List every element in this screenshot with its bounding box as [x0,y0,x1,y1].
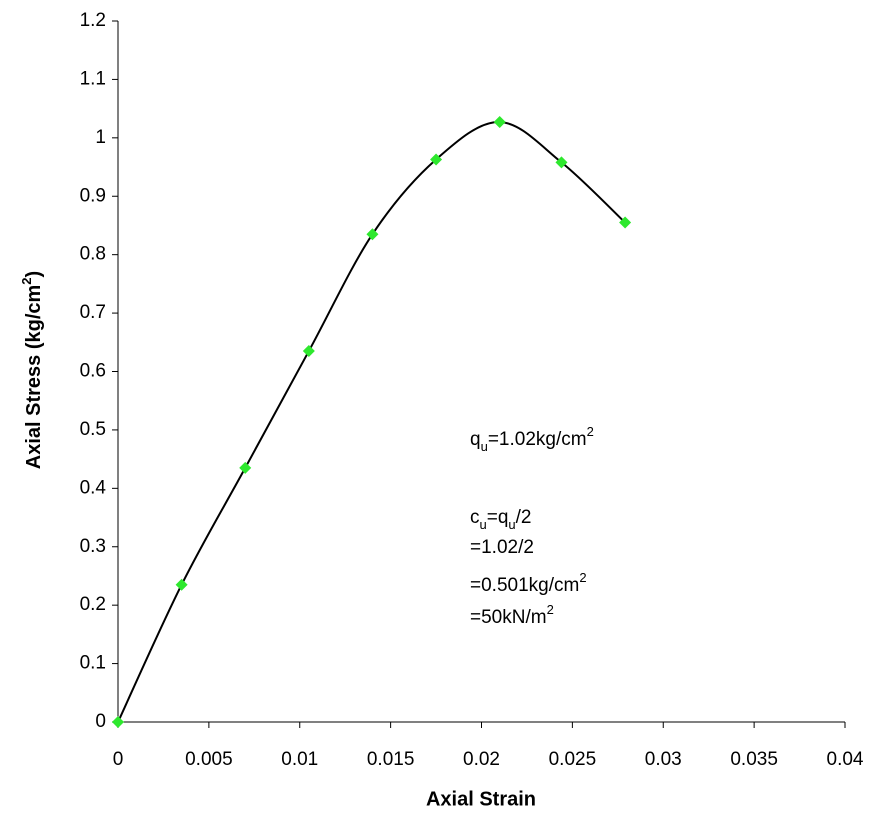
marker [555,156,568,169]
text-part: u [508,517,515,532]
y-tick-label: 1 [95,127,106,148]
text-part: =1.02kg/cm [488,429,587,450]
text-part: q [470,429,481,450]
y-tick-label: 0.1 [80,653,106,674]
text-part: u [481,439,488,454]
x-tick-label: 0.02 [463,749,500,770]
text-part: 2 [547,602,554,617]
x-tick-label: 0.035 [730,749,778,770]
marker [430,153,443,166]
y-tick-label: 0.2 [80,594,106,615]
x-tick-label: 0.01 [281,749,318,770]
y-tick-label: 0.7 [80,302,106,323]
text-part: ) [23,271,45,278]
x-tick-label: 0.04 [827,749,864,770]
y-tick-label: 0.6 [80,361,106,382]
annotation: =50kN/m2 [470,602,554,628]
text-part: 2 [19,277,34,284]
marker [619,216,632,229]
annotation: cu=qu/2 [470,507,532,532]
text-part: /2 [516,507,532,528]
marker [239,461,252,474]
text-part: u [480,517,487,532]
text-part: 2 [587,424,594,439]
marker [493,116,506,129]
marker [112,716,124,728]
text-part: =0.501kg/cm [470,575,579,596]
marker [302,345,315,358]
x-tick-label: 0.03 [645,749,682,770]
text-part: Axial Stress (kg/cm [23,285,45,470]
text-part: c [470,507,480,528]
x-tick-label: 0.015 [367,749,415,770]
y-tick-label: 0.8 [80,244,106,265]
curve [117,121,626,723]
x-tick-label: 0 [113,749,124,770]
text-part: =q [487,507,509,528]
y-tick-label: 0.3 [80,536,106,557]
y-tick-label: 0 [95,711,106,732]
marker [366,228,379,241]
annotation: =1.02/2 [470,537,534,558]
marker [175,578,188,591]
y-tick-label: 0.4 [80,477,107,498]
y-tick-label: 0.5 [80,419,106,440]
y-tick-label: 1.2 [80,10,106,31]
y-axis-label: Axial Stress (kg/cm2) [19,271,45,469]
y-tick-label: 1.1 [80,68,106,89]
x-tick-label: 0.025 [549,749,597,770]
annotation: =0.501kg/cm2 [470,570,587,596]
text-part: =50kN/m [470,607,547,628]
annotation: qu=1.02kg/cm2 [470,424,594,454]
text-part: =1.02/2 [470,537,534,558]
x-tick-label: 0.005 [185,749,233,770]
y-tick-label: 0.9 [80,185,106,206]
x-axis-label: Axial Strain [426,788,536,810]
text-part: 2 [579,570,586,585]
